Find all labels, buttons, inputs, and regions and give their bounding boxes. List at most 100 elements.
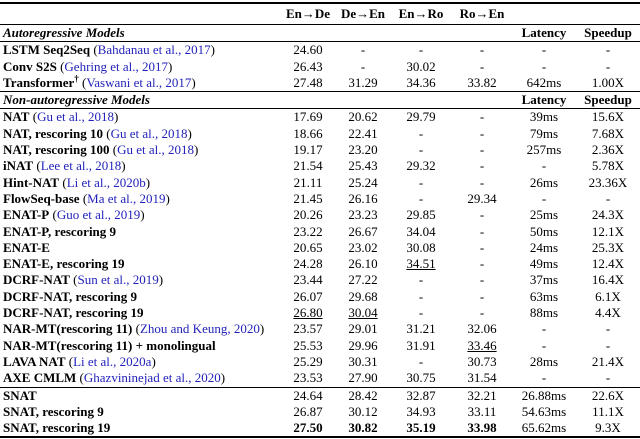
section-title-label: Non-autoregressive Models	[3, 92, 150, 108]
table-row: DCRF-NAT (Sun et al., 2019) 23.44 27.22 - - 3…	[0, 272, 640, 288]
bleu-en-ro-cell: 34.04	[406, 223, 436, 239]
table-row: ENAT-P, rescoring 9 23.22 26.67 34.04 - 50ms 1…	[0, 224, 640, 240]
model-name: NAT, rescoring 100	[3, 142, 110, 158]
bleu-de-en-cell: -	[360, 58, 366, 74]
bleu-en-ro-cell: 29.79	[406, 109, 436, 125]
speedup-cell: -	[605, 58, 611, 74]
latency-cell: 88ms	[529, 305, 559, 321]
bleu-en-ro-cell: -	[418, 353, 424, 369]
model-cell: ENAT-P, rescoring 9	[0, 224, 280, 240]
speedup-cell: 23.36X	[588, 174, 628, 190]
table-row: Transformer† (Vaswani et al., 2017) 27.48…	[0, 74, 640, 93]
latency-cell: 54.63ms	[521, 403, 567, 419]
model-cell: Conv S2S (Gehring et al., 2017)	[3, 58, 173, 74]
bleu-en-ro-cell: 35.19	[390, 420, 452, 437]
citation-link[interactable]: Gu et al., 2018	[117, 142, 195, 158]
column-header-bleu-3: Ro→En	[452, 3, 512, 25]
latency-cell: 28ms	[529, 353, 559, 369]
citation-link[interactable]: Bahdanau et al., 2017	[97, 42, 211, 58]
bleu-de-en-cell: 23.02	[348, 239, 378, 255]
bleu-en-de-cell: 25.53	[293, 337, 323, 353]
latency-cell: 79ms	[529, 125, 559, 141]
bleu-en-de-cell: 26.87	[293, 403, 323, 419]
bleu-ro-en-cell: -	[479, 207, 485, 223]
value-highlight: 26.80	[293, 305, 323, 321]
citation-link[interactable]: Gu et al., 2018	[37, 109, 114, 125]
latency-cell: 63ms	[529, 288, 559, 304]
bleu-ro-en-cell: 31.54	[452, 370, 512, 388]
model-name: ENAT-E, rescoring 19	[3, 256, 125, 272]
bleu-ro-en-cell: 32.06	[467, 321, 497, 337]
table-row: DCRF-NAT, rescoring 19 26.80 30.04 - - 88ms 4.…	[0, 305, 640, 321]
bleu-ro-en-cell: 33.98	[452, 420, 512, 437]
model-name: DCRF-NAT, rescoring 9	[3, 288, 137, 304]
section-title-label: Autoregressive Models	[3, 25, 125, 40]
bleu-ro-en-cell: 33.11	[467, 403, 497, 419]
section-header-row: Non-autoregressive Models Latency Speedup	[0, 91, 640, 110]
bleu-en-ro-cell: -	[418, 288, 424, 304]
table-row: ENAT-P (Guo et al., 2019) 20.26 23.23 29.85…	[0, 207, 640, 223]
model-cell: NAR-MT(rescoring 11) (Zhou and Keung, 20…	[3, 321, 265, 337]
bleu-en-ro-cell: -	[418, 42, 424, 58]
bleu-de-en-cell: 30.04	[336, 305, 390, 321]
bleu-ro-en-cell: -	[479, 305, 485, 321]
bleu-en-ro-cell: -	[418, 125, 424, 141]
citation-link[interactable]: Li et al., 2020a	[73, 353, 152, 369]
model-cell: NAT, rescoring 100 (Gu et al., 2018)	[3, 142, 199, 158]
citation-link[interactable]: Zhou and Keung, 2020	[139, 321, 260, 337]
column-header-row: En→De De→En En→Ro Ro→En	[0, 3, 640, 25]
bleu-en-de-cell: 20.26	[293, 207, 323, 223]
bleu-de-en-cell: 29.96	[348, 337, 378, 353]
bleu-ro-en-cell: 33.82	[452, 74, 512, 93]
bleu-en-de-cell: 24.60	[293, 42, 323, 58]
bleu-ro-en-cell: -	[479, 272, 485, 288]
citation-link[interactable]: Guo et al., 2019	[56, 207, 141, 223]
bleu-de-en-cell: 29.68	[348, 288, 378, 304]
section-header-empty	[336, 24, 390, 43]
value-highlight: 33.46	[467, 337, 497, 353]
model-name: NAT	[3, 109, 30, 125]
bleu-de-en-cell: 27.22	[348, 272, 378, 288]
column-header-speedup-empty	[576, 3, 640, 25]
section-header-row: Autoregressive Models Latency Speedup	[0, 24, 640, 43]
bleu-de-en-cell: 26.10	[348, 256, 378, 272]
speedup-header: Speedup	[576, 91, 640, 110]
speedup-cell: 12.4X	[591, 256, 625, 272]
section-header-empty	[336, 91, 390, 110]
table-row: ENAT-E, rescoring 19 24.28 26.10 34.51 - 49ms…	[0, 256, 640, 272]
speedup-cell: 5.78X	[591, 158, 625, 174]
citation-link[interactable]: Vaswani et al., 2017	[86, 74, 192, 90]
value-highlight: 35.19	[406, 420, 436, 436]
section-header-empty	[390, 24, 452, 43]
bleu-en-de-cell: 26.80	[280, 305, 336, 321]
citation-link[interactable]: Gehring et al., 2017	[64, 58, 169, 74]
latency-cell: -	[512, 370, 576, 388]
citation-link[interactable]: Gu et al., 2018	[110, 125, 188, 141]
citation-link[interactable]: Sun et al., 2019	[77, 272, 159, 288]
bleu-de-en-cell: 25.24	[348, 174, 378, 190]
citation-link[interactable]: Ma et al., 2019	[87, 190, 166, 206]
model-name: FlowSeq-base	[3, 190, 80, 206]
value-highlight: 27.50	[293, 420, 323, 436]
bleu-en-ro-cell: -	[418, 142, 424, 158]
column-header-empty-cell	[0, 3, 280, 25]
speedup-cell: 12.1X	[591, 223, 625, 239]
model-cell: LAVA NAT (Li et al., 2020a)	[3, 353, 156, 369]
model-name: LSTM Seq2Seq	[3, 42, 91, 58]
section-title: Autoregressive Models	[0, 24, 280, 43]
table-row: iNAT (Lee et al., 2018) 21.54 25.43 29.32 - -…	[0, 158, 640, 174]
bleu-de-en-cell: 27.90	[336, 370, 390, 388]
citation-link[interactable]: Lee et al., 2018	[40, 158, 122, 174]
bleu-ro-en-cell: -	[479, 109, 485, 125]
section-header-empty	[280, 24, 336, 43]
model-cell: DCRF-NAT, rescoring 19	[0, 305, 280, 321]
citation-link[interactable]: Ghazvininejad et al., 2020	[83, 370, 221, 386]
bleu-en-ro-cell: 34.51	[390, 256, 452, 272]
bleu-en-ro-cell: -	[418, 305, 424, 321]
bleu-en-de-cell: 23.44	[293, 272, 323, 288]
model-cell: SNAT, rescoring 9	[0, 404, 280, 420]
bleu-ro-en-cell: -	[479, 174, 485, 190]
citation-link[interactable]: Li et al., 2020b	[66, 174, 146, 190]
bleu-ro-en-cell: -	[479, 58, 485, 74]
speedup-cell: -	[605, 42, 611, 58]
